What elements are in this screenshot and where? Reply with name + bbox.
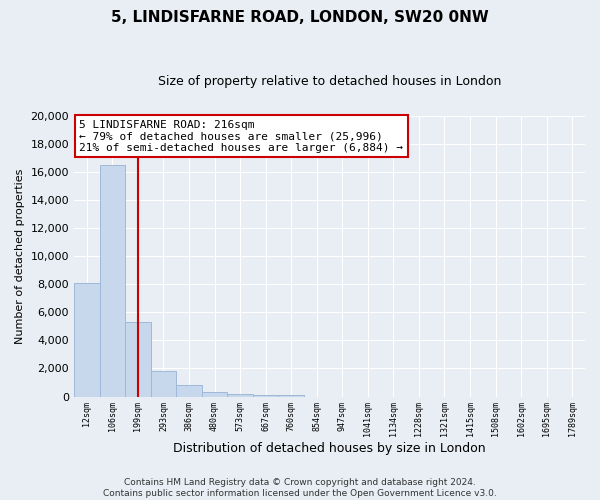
Title: Size of property relative to detached houses in London: Size of property relative to detached ho… xyxy=(158,75,501,88)
Bar xyxy=(100,164,125,396)
Bar xyxy=(253,395,278,396)
Text: 5, LINDISFARNE ROAD, LONDON, SW20 0NW: 5, LINDISFARNE ROAD, LONDON, SW20 0NW xyxy=(111,10,489,25)
Bar xyxy=(176,386,202,396)
Bar xyxy=(125,322,151,396)
Bar xyxy=(202,392,227,396)
Bar xyxy=(227,394,253,396)
Y-axis label: Number of detached properties: Number of detached properties xyxy=(15,168,25,344)
Text: Contains HM Land Registry data © Crown copyright and database right 2024.
Contai: Contains HM Land Registry data © Crown c… xyxy=(103,478,497,498)
Bar xyxy=(74,283,100,397)
Text: 5 LINDISFARNE ROAD: 216sqm
← 79% of detached houses are smaller (25,996)
21% of : 5 LINDISFARNE ROAD: 216sqm ← 79% of deta… xyxy=(79,120,403,153)
Bar xyxy=(278,395,304,396)
Bar xyxy=(151,372,176,396)
X-axis label: Distribution of detached houses by size in London: Distribution of detached houses by size … xyxy=(173,442,486,455)
